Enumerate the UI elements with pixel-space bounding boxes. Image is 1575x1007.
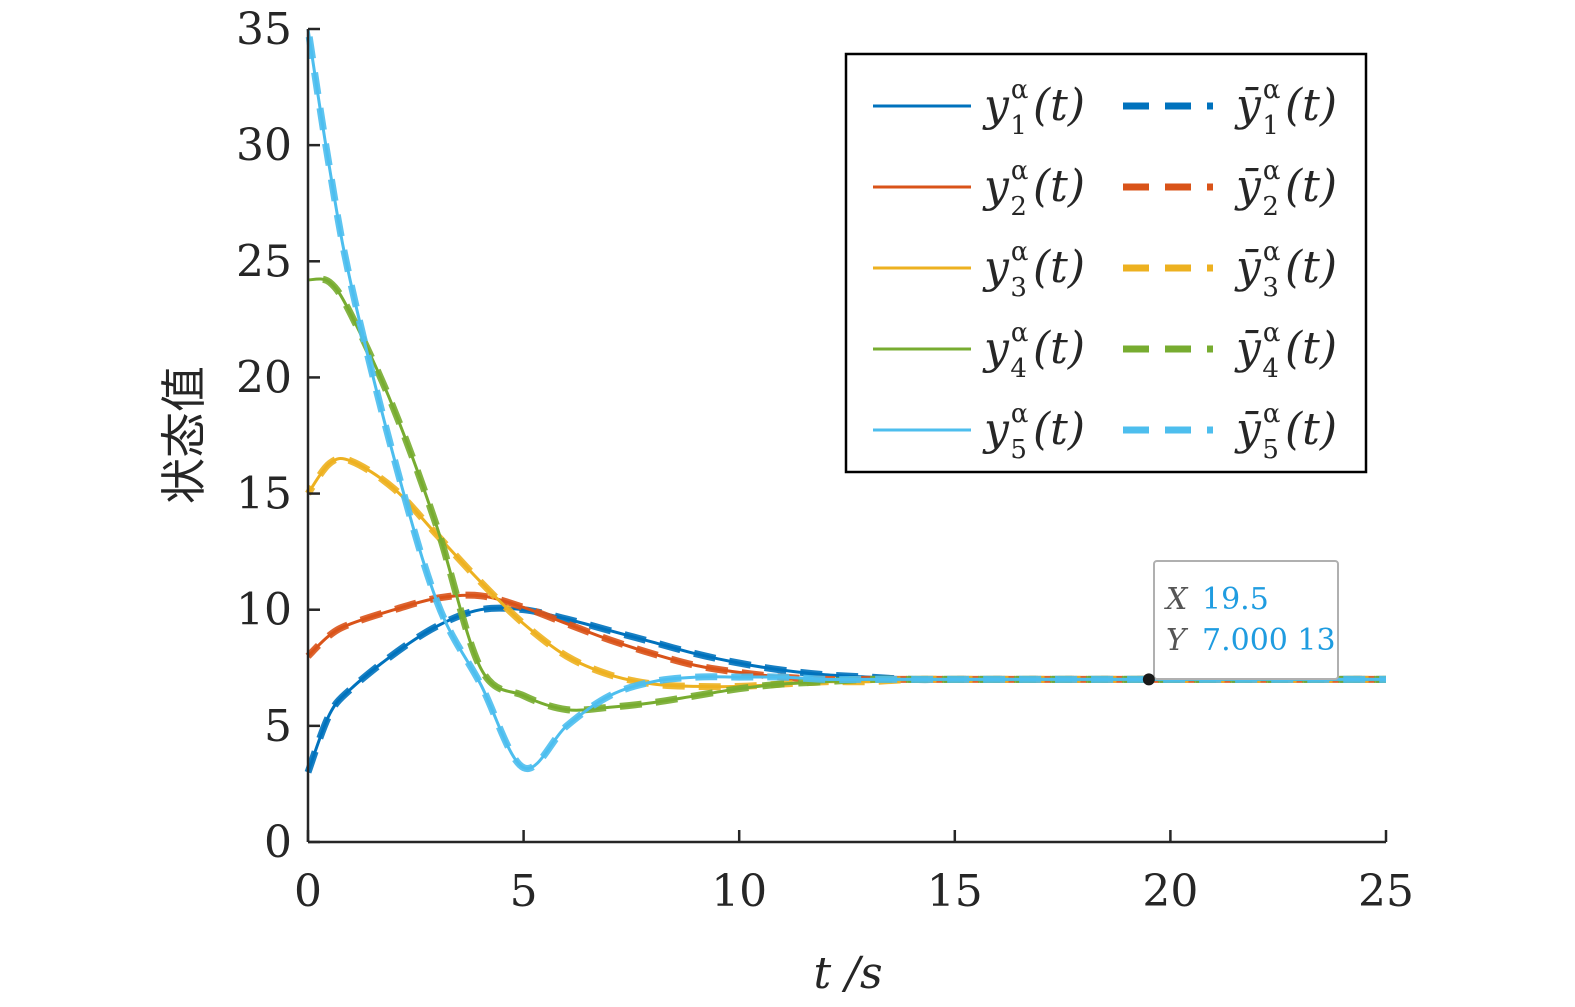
- series-dashed-line-2: [305, 591, 1386, 684]
- x-tick-label: 10: [711, 866, 767, 917]
- x-tick-label: 25: [1358, 866, 1414, 917]
- legend-box: [844, 52, 1368, 474]
- datatip-box: [1153, 560, 1339, 680]
- datatip-x-value: 19.5: [1202, 582, 1269, 617]
- y-tick-label: 10: [236, 585, 292, 636]
- x-tick-label: 15: [927, 866, 983, 917]
- datatip[interactable]: X 19.5 Y 7.000 13: [1142, 560, 1339, 686]
- y-tick-label: 0: [264, 817, 292, 868]
- series-dashed-line-5: [304, 28, 1386, 772]
- y-tick-label: 25: [236, 236, 292, 287]
- y-tick-label: 5: [264, 701, 292, 752]
- series-dashed-line-4: [307, 275, 1386, 714]
- datatip-x-key: X: [1164, 582, 1189, 617]
- y-axis-label: 状态值: [157, 366, 211, 504]
- datatip-y-key: Y: [1166, 623, 1189, 658]
- y-tick-label: 15: [236, 469, 292, 520]
- x-tick-label: 5: [510, 866, 538, 917]
- legend-items: yα 1 (t) ȳα 1 (t) yα 2 (t) ȳα 2 (t) yα 3 (t) ȳα 3 (t) yα 4(…: [873, 75, 1337, 465]
- datatip-marker[interactable]: [1142, 673, 1155, 686]
- legend-dashed-label-2: ȳα 2 (t): [1234, 156, 1337, 222]
- legend-solid-label-3: yα 3 (t): [982, 237, 1085, 303]
- legend: yα 1 (t) ȳα 1 (t) yα 2 (t) ȳα 2 (t) yα 3 (t) ȳα 3 (t) yα 4(…: [844, 52, 1368, 474]
- y-tick-label: 30: [236, 120, 292, 171]
- y-tick-label: 35: [236, 4, 292, 55]
- legend-dashed-label-1: ȳα 1 (t): [1234, 75, 1337, 141]
- legend-solid-label-2: yα 2 (t): [982, 156, 1085, 222]
- legend-dashed-label-3: ȳα 3 (t): [1234, 237, 1337, 303]
- tick-layer: 0 5 10 15 20 25 0 5 10 15 20 25 30 35: [236, 4, 1414, 917]
- series-layer: [304, 28, 1386, 774]
- x-axis-label: t /s: [813, 948, 882, 999]
- x-tick-label: 0: [294, 866, 322, 917]
- y-tick-label: 20: [236, 352, 292, 403]
- legend-solid-label-5: yα 5 (t): [982, 399, 1085, 465]
- legend-dashed-label-4: ȳα 4 (t): [1234, 318, 1337, 384]
- datatip-y-value: 7.000 13: [1202, 623, 1336, 658]
- legend-dashed-label-5: ȳα 5 (t): [1234, 399, 1337, 465]
- legend-solid-label-1: yα 1 (t): [982, 75, 1085, 141]
- x-tick-label: 20: [1142, 866, 1198, 917]
- legend-solid-label-4: yα 4 (t): [982, 318, 1085, 384]
